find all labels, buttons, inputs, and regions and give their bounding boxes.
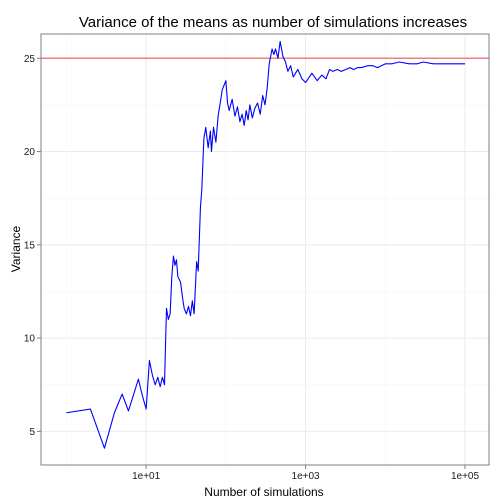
x-tick-label: 1e+05 <box>451 471 480 482</box>
x-tick-label: 1e+01 <box>132 471 161 482</box>
x-axis-title: Number of simulations <box>204 485 323 499</box>
series-line <box>66 40 465 449</box>
series-layer <box>66 40 465 449</box>
y-axis-title: Variance <box>9 225 23 272</box>
chart-title: Variance of the means as number of simul… <box>79 14 467 31</box>
y-tick-label: 15 <box>24 240 36 251</box>
x-axis: 1e+01 1e+03 1e+05 <box>132 465 479 482</box>
grid-lines <box>41 34 489 465</box>
y-tick-label: 5 <box>29 427 35 438</box>
y-tick-label: 10 <box>24 334 36 345</box>
plot-panel-border <box>40 33 490 466</box>
y-tick-label: 20 <box>24 147 36 158</box>
y-tick-label: 25 <box>24 54 36 65</box>
y-axis: 5 10 15 20 25 <box>24 54 41 438</box>
x-tick-label: 1e+03 <box>292 471 321 482</box>
